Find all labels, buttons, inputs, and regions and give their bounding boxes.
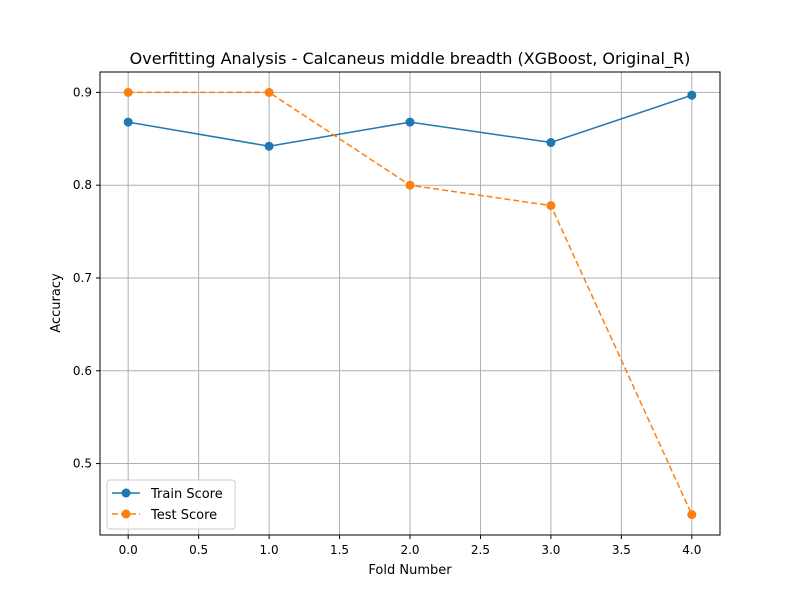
x-tick-label: 2.5 — [471, 543, 490, 557]
legend-marker — [121, 488, 131, 498]
series-train-score — [123, 90, 697, 151]
y-axis-label: Accuracy — [49, 273, 64, 333]
data-point-train-score — [405, 117, 415, 127]
data-point-train-score — [264, 141, 274, 151]
legend-label: Test Score — [150, 508, 217, 523]
y-tick-label: 0.8 — [73, 178, 92, 192]
legend: Train Score Test Score — [106, 479, 236, 530]
series-layer — [123, 87, 697, 520]
legend-item-test-score: Test Score — [112, 508, 217, 523]
legend-item-train-score: Train Score — [112, 487, 223, 502]
data-point-train-score — [687, 90, 697, 100]
x-tick-label: 0.0 — [119, 543, 138, 557]
y-tick-label: 0.9 — [73, 85, 92, 99]
x-tick-label: 2.0 — [400, 543, 419, 557]
data-point-train-score — [546, 138, 556, 148]
axis-ticks: 0.0 0.5 1.0 1.5 2.0 2.5 3.0 3.5 4.0 0.5 0.6 0.7 0.8 0… — [73, 85, 701, 557]
series-test-score — [123, 87, 697, 520]
chart-title: Overfitting Analysis - Calcaneus middle … — [130, 49, 691, 69]
x-tick-label: 1.5 — [330, 543, 349, 557]
y-tick-label: 0.7 — [73, 271, 92, 285]
x-axis-label: Fold Number — [368, 563, 452, 578]
legend-items: Train Score Test Score — [112, 487, 223, 523]
legend-label: Train Score — [150, 487, 223, 502]
x-tick-label: 0.5 — [189, 543, 208, 557]
data-point-test-score — [264, 87, 274, 97]
x-tick-label: 3.0 — [541, 543, 560, 557]
data-point-test-score — [546, 201, 556, 211]
data-point-test-score — [405, 180, 415, 190]
data-point-test-score — [123, 87, 133, 97]
data-point-test-score — [687, 510, 697, 520]
legend-marker — [121, 509, 131, 519]
data-point-train-score — [123, 117, 133, 127]
x-tick-label: 4.0 — [682, 543, 701, 557]
y-tick-label: 0.5 — [73, 457, 92, 471]
x-tick-label: 1.0 — [260, 543, 279, 557]
x-tick-label: 3.5 — [612, 543, 631, 557]
y-tick-label: 0.6 — [73, 364, 92, 378]
